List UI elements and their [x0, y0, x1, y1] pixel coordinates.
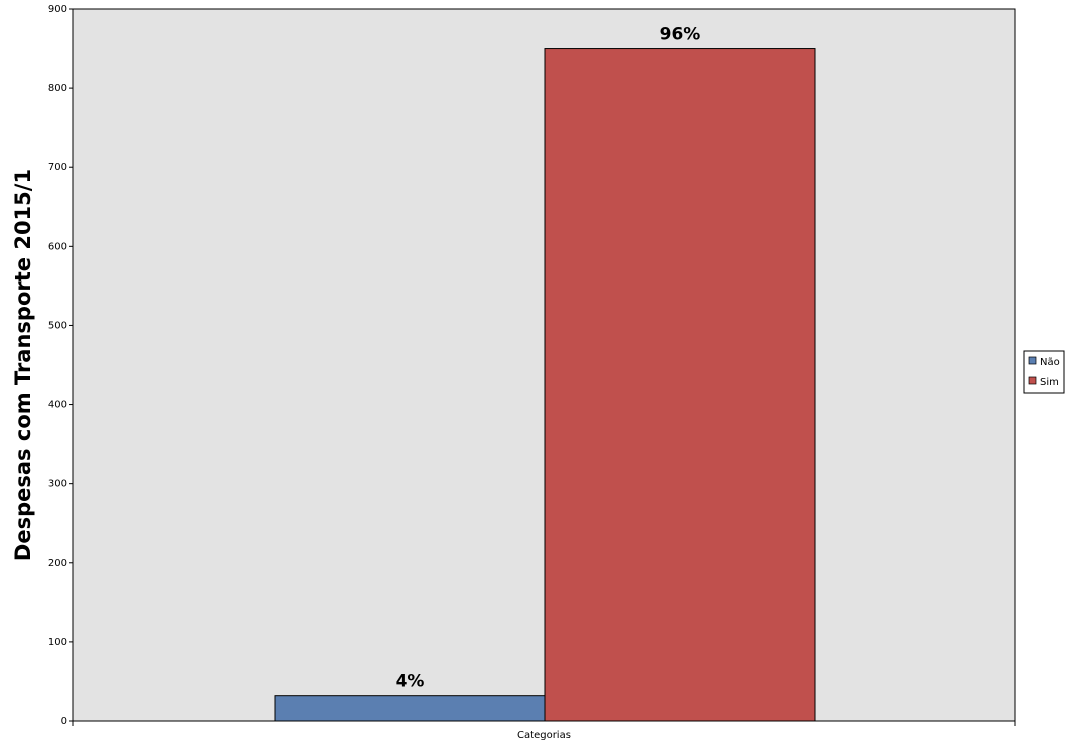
legend-label-sim: Sim	[1040, 377, 1059, 388]
data-label: 96%	[660, 25, 701, 45]
y-tick-label: 400	[48, 400, 67, 411]
y-tick-label: 600	[48, 241, 67, 252]
y-tick-label: 700	[48, 162, 67, 173]
y-tick-label: 100	[48, 637, 67, 648]
y-tick-label: 500	[48, 320, 67, 331]
bar-sim	[544, 48, 816, 722]
x-axis-label: Categorias	[517, 730, 571, 741]
y-tick-label: 800	[48, 83, 67, 94]
y-tick-label: 200	[48, 558, 67, 569]
legend-swatch-sim	[1028, 376, 1037, 385]
legend: Não Sim	[1023, 350, 1065, 394]
y-tick-label: 900	[48, 4, 67, 15]
y-tick-label: 300	[48, 479, 67, 490]
y-tick-label: 0	[61, 716, 67, 727]
plot-area	[72, 8, 1016, 722]
legend-label-nao: Não	[1040, 357, 1060, 368]
data-label: 4%	[396, 672, 425, 692]
y-axis-label: Despesas com Transporte 2015/1	[11, 169, 35, 561]
bar-nao	[274, 695, 546, 722]
legend-swatch-nao	[1028, 356, 1037, 365]
